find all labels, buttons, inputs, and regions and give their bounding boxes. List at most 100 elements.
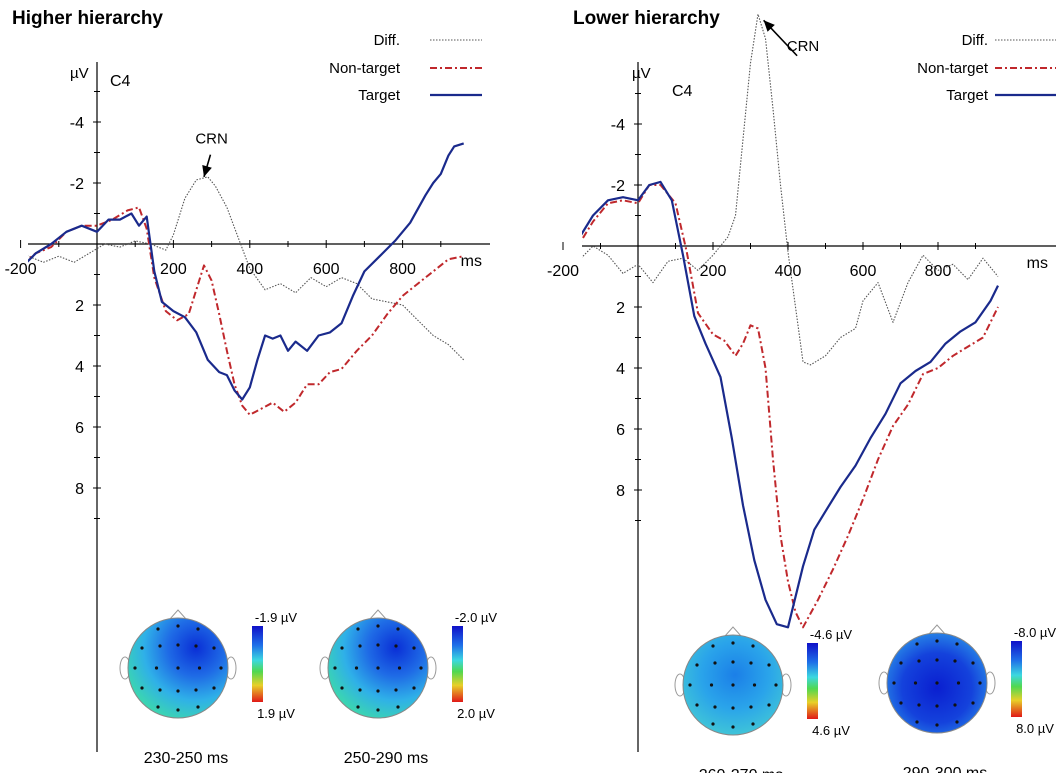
topomap-electrode xyxy=(176,666,180,670)
topomap-nose xyxy=(724,626,742,637)
topomap-electrode xyxy=(935,704,939,708)
topomap-scale-top: -4.6 µV xyxy=(810,627,853,642)
topomap-electrode xyxy=(133,666,137,670)
legend-label: Diff. xyxy=(962,32,988,49)
topomap-electrode xyxy=(956,681,961,685)
legend: Diff. Non-target Target xyxy=(329,32,482,104)
topomap-electrode xyxy=(774,683,778,687)
topomap-electrode xyxy=(154,666,159,670)
topomap-electrode xyxy=(955,642,959,646)
panel-title-lower: Lower hierarchy xyxy=(573,8,720,29)
topomap-electrode xyxy=(971,701,975,705)
topomap-electrode xyxy=(412,646,416,650)
topomap-electrode xyxy=(695,703,699,707)
annotation-label: CRN xyxy=(787,38,820,55)
topomap-electrode xyxy=(749,661,753,665)
topomap-electrode xyxy=(376,666,380,670)
topomap-electrode xyxy=(751,644,755,648)
topomap-electrode xyxy=(333,666,337,670)
topomap-electrode xyxy=(419,666,423,670)
topomap-electrode xyxy=(713,705,717,709)
y-tick-label: -2 xyxy=(70,176,84,193)
series-line-diff xyxy=(28,176,465,361)
topomap-scale-bottom: 8.0 µV xyxy=(1016,721,1054,736)
topomap-electrode xyxy=(713,661,717,665)
topomap-electrode xyxy=(731,725,735,729)
topomap-electrode xyxy=(711,644,715,648)
topomap-electrode xyxy=(767,663,771,667)
topomap: -1.9 µV 1.9 µV 230-250 ms xyxy=(119,609,297,767)
topomap-electrode xyxy=(899,661,903,665)
topomap-electrode xyxy=(140,686,144,690)
topomap-electrode xyxy=(731,683,735,687)
topomap-electrode xyxy=(158,644,162,648)
topomap-time-window: 230-250 ms xyxy=(144,750,229,767)
y-tick-label: 2 xyxy=(616,300,625,317)
topomap-electrode xyxy=(212,646,216,650)
topomap-electrode xyxy=(354,666,359,670)
x-tick-label: 400 xyxy=(236,261,263,278)
topomap-electrode xyxy=(917,703,921,707)
topomap-electrode xyxy=(156,705,160,709)
topomap-electrode xyxy=(953,659,957,663)
topomap-electrode xyxy=(731,660,735,664)
topomap-electrode xyxy=(396,627,400,631)
topomap-scale-top: -2.0 µV xyxy=(455,610,498,625)
topomap-electrode xyxy=(731,706,735,710)
x-tick-label: 800 xyxy=(389,261,416,278)
y-tick-label: 6 xyxy=(75,420,84,437)
topomap-nose xyxy=(928,624,946,635)
y-axis-unit: µV xyxy=(70,65,89,82)
topomap-electrode xyxy=(356,627,360,631)
topomap-electrode xyxy=(915,642,919,646)
topomap-electrode xyxy=(394,644,398,648)
y-tick-label: -4 xyxy=(70,115,84,132)
topomap-electrode xyxy=(194,644,198,648)
panel-title-higher: Higher hierarchy xyxy=(12,8,163,29)
x-axis-unit: ms xyxy=(461,253,482,270)
series-line-target xyxy=(582,180,999,629)
topomap: -4.6 µV 4.6 µV 260-270 ms xyxy=(674,626,853,773)
topomap-electrode xyxy=(978,681,982,685)
topomap-electrode xyxy=(971,661,975,665)
topomap-electrode xyxy=(955,720,959,724)
topomap-electrode xyxy=(156,627,160,631)
topomap-time-window: 260-270 ms xyxy=(699,767,784,773)
legend-label: Target xyxy=(946,87,989,104)
topomap-nose xyxy=(369,609,387,620)
topomap-electrode xyxy=(176,708,180,712)
topomap-color-scale xyxy=(252,626,263,702)
topomap-electrode xyxy=(194,688,198,692)
topomap-electrode xyxy=(196,705,200,709)
x-tick-label: 200 xyxy=(160,261,187,278)
annotation-label: CRN xyxy=(195,130,228,147)
y-tick-label: 8 xyxy=(616,483,625,500)
x-tick-label: 200 xyxy=(700,263,727,280)
topomap-electrode xyxy=(953,703,957,707)
legend: Diff. Non-target Target xyxy=(917,32,1056,104)
lower-hierarchy-chart: -200 200 400 600 800 ms -4 -2 2 4 6 8 µV C4 Diff. Non-t… xyxy=(547,13,1056,773)
topomap-electrode xyxy=(711,722,715,726)
channel-label: C4 xyxy=(110,73,131,90)
topomap-electrode xyxy=(913,681,918,685)
topomap-electrode xyxy=(751,722,755,726)
x-tick-label: -200 xyxy=(5,261,37,278)
topomap-scale-bottom: 4.6 µV xyxy=(812,723,850,738)
topomap-electrode xyxy=(935,639,939,643)
topomap-electrode xyxy=(731,641,735,645)
topomap-electrode xyxy=(340,646,344,650)
y-tick-label: 4 xyxy=(616,361,625,378)
topomap-electrode xyxy=(376,689,380,693)
topomap-electrode xyxy=(340,686,344,690)
topomap-time-window: 250-290 ms xyxy=(344,750,429,767)
x-tick-label: -200 xyxy=(547,263,579,280)
topomap-electrode xyxy=(197,666,202,670)
y-tick-label: -4 xyxy=(611,117,625,134)
annotation-arrow-head xyxy=(763,20,775,32)
topomap-electrode xyxy=(358,644,362,648)
higher-hierarchy-panel: Higher hierarchy -200 200 400 600 800 ms -4 -2 2… xyxy=(0,0,520,773)
topomap-electrode xyxy=(412,686,416,690)
legend-label: Non-target xyxy=(329,60,401,77)
higher-hierarchy-chart: -200 200 400 600 800 ms -4 -2 2 4 6 8 µV C4 Diff. Non-t… xyxy=(5,32,498,767)
topomap-electrode xyxy=(176,624,180,628)
